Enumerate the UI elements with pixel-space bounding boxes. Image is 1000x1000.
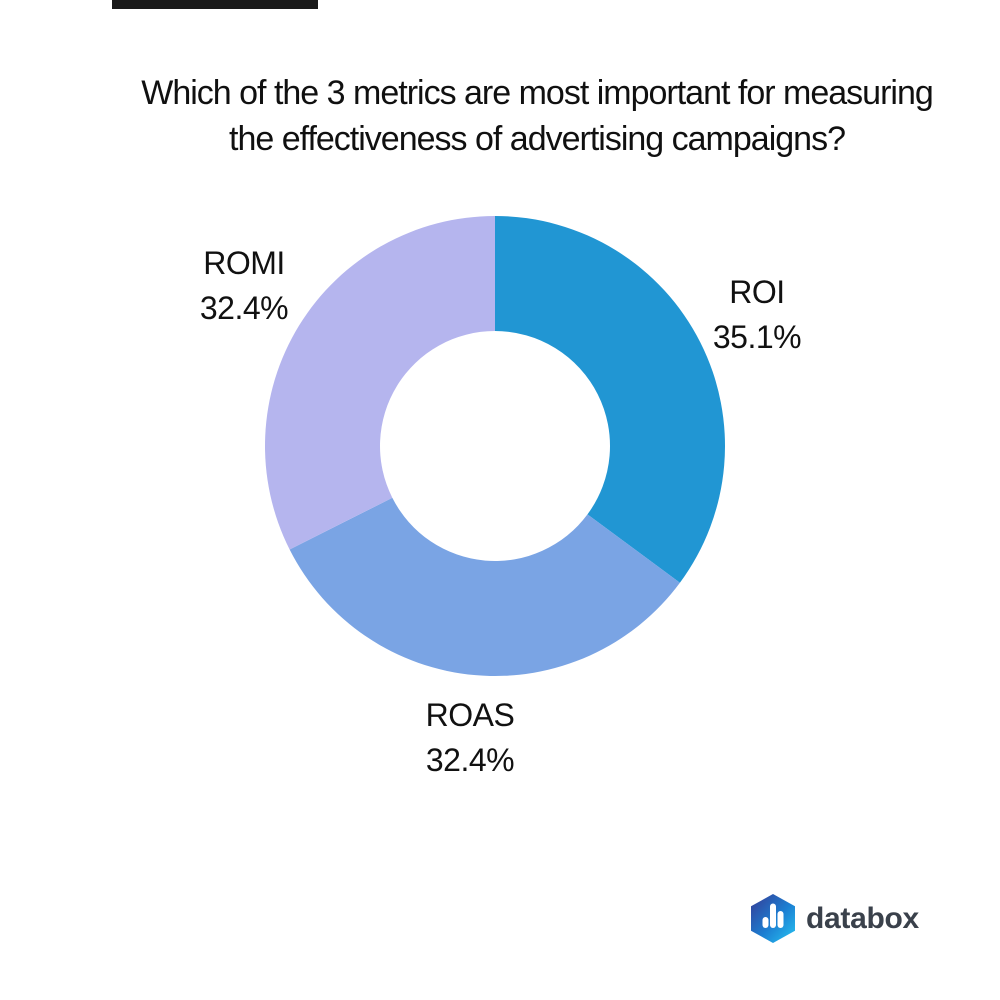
slice-label-roas-name: ROAS [425,697,515,733]
slice-label-roi-value: 35.1% [712,319,802,355]
slice-label-romi: ROMI 32.4% [169,241,319,331]
chart-title: Which of the 3 metrics are most importan… [37,70,1000,162]
slice-label-roi: ROI 35.1% [697,270,817,360]
donut-slice-roi [495,216,725,583]
databox-logo-text: databox [806,902,919,935]
slice-label-roi-name: ROI [729,274,785,310]
slice-label-roas-value: 32.4% [425,742,515,778]
donut-slice-roas [289,497,680,676]
donut-slice-romi [265,216,495,550]
slice-label-romi-name: ROMI [203,245,285,281]
donut-chart [265,216,725,676]
chart-title-line2: the effectiveness of advertising campaig… [229,120,846,158]
chart-title-line1: Which of the 3 metrics are most importan… [141,74,934,112]
databox-hexagon-icon [751,894,795,943]
bar-chart-icon [762,903,784,928]
slice-label-roas: ROAS 32.4% [395,693,545,783]
slice-label-romi-value: 32.4% [199,290,289,326]
databox-logo: databox [751,894,919,943]
redacted-top-bar [112,0,318,9]
